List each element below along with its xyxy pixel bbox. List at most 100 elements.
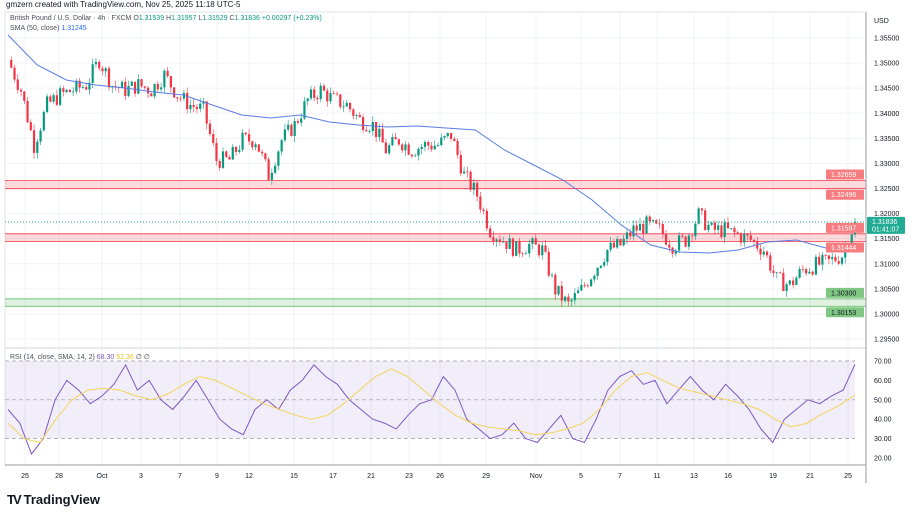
candle [453,138,456,142]
candle [257,144,260,152]
candle [228,156,231,160]
candle [189,104,192,110]
candle [795,277,798,285]
candle [101,68,104,72]
candle [625,232,629,239]
rsi-sma-legend-value: 52.36 [116,354,134,361]
low-value: 1.31529 [202,15,228,22]
candle [29,122,32,131]
candle [247,134,251,142]
candle [231,146,234,160]
candle [840,257,844,264]
candle [36,141,39,153]
time-tick-label: 21 [806,473,814,480]
time-tick-label: 21 [367,473,375,480]
price-tick-label: 1.34500 [874,86,899,93]
high-value: 1.31957 [171,15,197,22]
resistance-zone [5,233,866,242]
rsi-legend-label[interactable]: RSI (14, close, SMA, 14, 2) [10,354,95,361]
candle [107,68,111,88]
candle [616,239,619,248]
candle [32,130,36,153]
candle [590,279,593,287]
time-tick-label: 3 [139,473,143,480]
rsi-axis[interactable]: 70.00 60.00 50.00 40.00 30.00 20.00 [874,359,892,463]
price-tick-label: 1.33000 [874,161,899,168]
candle [541,245,544,256]
candle [98,61,101,69]
candle [352,109,355,116]
candle [534,238,537,245]
candle [254,144,257,148]
candle [316,97,319,100]
candle [234,146,238,152]
candle [42,111,45,131]
candle [287,124,290,130]
candle [837,261,840,264]
candle [335,93,339,95]
candle [280,140,283,152]
candle [293,121,296,137]
candle [358,115,361,118]
candle [13,67,16,80]
resistance-zone [5,180,866,189]
time-axis[interactable]: 25 28 Oct 3 7 9 12 15 17 21 23 26 29 Nov 5 7 11 13 16 19 21 2… [21,473,852,480]
candle [381,128,384,143]
candle [19,89,23,92]
price-badges: 1.32659 1.32496 1.31597 1.31444 1.30300 1.301… [826,169,905,318]
candle [834,257,837,262]
candle [677,235,681,251]
candle [505,241,508,249]
candle [489,228,492,238]
candle [752,239,756,242]
rsi-line [7,363,856,456]
zone-price-badge [826,169,864,180]
price-axis[interactable]: 1.35500 1.35000 1.34500 1.34000 1.33500 1.330… [874,36,899,344]
candle [498,239,502,243]
candle [244,132,247,135]
candle [306,98,309,102]
candle [638,223,642,231]
currency-label[interactable]: USD [874,18,889,25]
candle [691,235,694,237]
candle [785,284,788,291]
candles [10,56,857,307]
rsi-tick-label: 70.00 [874,359,892,366]
candle [658,223,661,225]
candle [537,244,541,256]
candle [664,234,668,245]
support-zone [5,298,866,307]
candle [723,222,726,238]
candle [173,87,176,98]
price-tick-label: 1.33500 [874,136,899,143]
price-tick-label: 1.31500 [874,236,899,243]
sma-legend-label[interactable]: SMA (50, close) [10,25,60,32]
legend: British Pound / U.S. Dollar · 4h · FXCM … [10,15,322,32]
candle [554,274,557,295]
rsi-tick-label: 60.00 [874,378,892,385]
candle [570,300,573,302]
candle [576,290,580,294]
high-label: H [166,15,172,22]
candle [479,196,482,210]
time-tick-label: 13 [690,473,698,480]
candle [130,81,133,86]
candle [508,238,511,249]
candle [635,225,638,231]
candle [720,225,723,238]
candle [55,95,58,105]
candle [717,225,720,230]
candle [472,182,475,190]
time-tick-label: 17 [329,473,337,480]
candle [629,232,632,237]
time-tick-label: 25 [21,473,29,480]
price-tick-label: 1.32500 [874,186,899,193]
rsi-legend: RSI (14, close, SMA, 14, 2) 68.30 52.36 … [10,353,150,361]
tradingview-logo[interactable]: TV TradingView [7,492,100,507]
candle [404,144,407,151]
candle [824,254,827,256]
candle [772,270,775,273]
symbol-title[interactable]: British Pound / U.S. Dollar · 4h · FXCM [10,15,132,22]
candle [563,296,567,301]
